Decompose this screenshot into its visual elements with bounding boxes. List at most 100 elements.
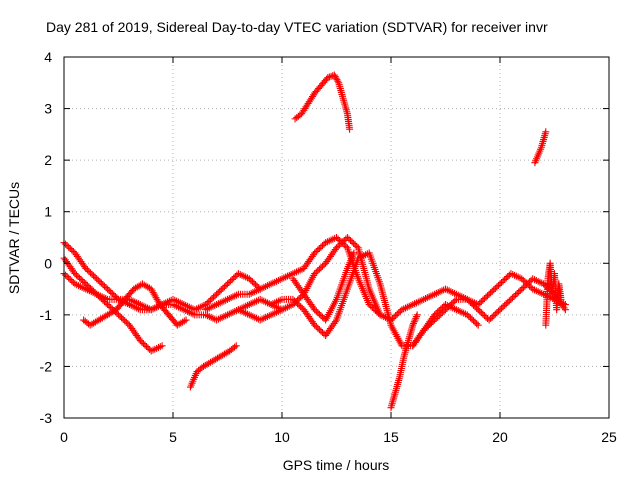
data-point-marker bbox=[72, 271, 80, 279]
data-point-marker bbox=[85, 267, 93, 275]
series-track-l bbox=[291, 71, 354, 133]
data-point-marker bbox=[490, 286, 498, 294]
data-point-marker bbox=[68, 277, 76, 285]
data-point-marker bbox=[208, 295, 216, 303]
data-point-marker bbox=[312, 268, 320, 276]
data-point-marker bbox=[62, 271, 70, 279]
x-axis-label: GPS time / hours bbox=[283, 457, 390, 473]
data-point-marker bbox=[247, 276, 255, 284]
data-point-marker bbox=[66, 275, 74, 283]
data-point-marker bbox=[493, 309, 501, 317]
series-track-b bbox=[60, 254, 166, 355]
data-point-marker bbox=[438, 303, 446, 311]
data-point-marker bbox=[214, 289, 222, 297]
data-point-marker bbox=[115, 311, 122, 319]
data-point-marker bbox=[505, 297, 513, 305]
data-point-marker bbox=[365, 301, 373, 309]
data-point-marker bbox=[334, 77, 342, 85]
data-point-marker bbox=[463, 311, 471, 319]
data-point-marker bbox=[342, 242, 350, 250]
data-point-marker bbox=[83, 266, 91, 274]
data-point-marker bbox=[228, 275, 236, 283]
data-points bbox=[60, 71, 569, 412]
data-point-marker bbox=[182, 316, 190, 324]
data-point-marker bbox=[312, 307, 320, 315]
data-point-marker bbox=[311, 321, 319, 329]
data-point-marker bbox=[501, 301, 509, 309]
data-point-marker bbox=[90, 272, 98, 280]
data-point-marker bbox=[318, 262, 326, 270]
data-point-marker bbox=[410, 319, 418, 327]
data-point-marker bbox=[99, 281, 107, 289]
data-point-marker bbox=[393, 310, 401, 318]
data-point-marker bbox=[487, 289, 495, 297]
data-point-marker bbox=[139, 340, 147, 348]
data-point-marker bbox=[158, 342, 166, 350]
data-point-marker bbox=[222, 281, 230, 289]
data-point-marker bbox=[518, 285, 526, 293]
data-point-marker bbox=[138, 338, 146, 346]
data-point-marker bbox=[219, 284, 227, 292]
data-point-marker bbox=[71, 270, 79, 278]
data-point-marker bbox=[324, 74, 332, 82]
data-point-marker bbox=[311, 306, 319, 314]
data-point-marker bbox=[557, 295, 565, 303]
data-point-marker bbox=[502, 274, 510, 282]
data-point-marker bbox=[496, 280, 504, 288]
data-point-marker bbox=[526, 278, 534, 286]
data-point-marker bbox=[334, 242, 342, 250]
data-point-marker bbox=[331, 318, 339, 326]
data-point-marker bbox=[491, 284, 499, 292]
data-point-marker bbox=[144, 344, 152, 352]
data-point-marker bbox=[82, 264, 90, 272]
data-point-marker bbox=[312, 247, 320, 255]
data-point-marker bbox=[508, 294, 516, 302]
x-tick-label: 25 bbox=[601, 429, 617, 445]
data-point-marker bbox=[333, 76, 341, 84]
data-point-marker bbox=[513, 289, 521, 297]
series-track-k bbox=[409, 301, 482, 350]
data-point-marker bbox=[353, 242, 361, 250]
data-point-marker bbox=[480, 295, 488, 303]
data-point-marker bbox=[77, 275, 85, 283]
x-tick-label: 20 bbox=[492, 429, 508, 445]
data-point-marker bbox=[334, 235, 342, 243]
data-point-marker bbox=[252, 281, 260, 289]
x-tick-label: 0 bbox=[60, 429, 68, 445]
data-point-marker bbox=[435, 306, 443, 314]
data-point-marker bbox=[346, 125, 354, 133]
data-point-marker bbox=[468, 315, 476, 323]
data-point-marker bbox=[76, 274, 84, 282]
data-point-marker bbox=[317, 243, 325, 251]
y-tick-label: 1 bbox=[44, 204, 52, 220]
data-point-marker bbox=[504, 298, 512, 306]
data-point-marker bbox=[318, 242, 326, 250]
data-point-marker bbox=[116, 312, 124, 320]
plot-frame bbox=[63, 56, 610, 419]
data-point-marker bbox=[292, 298, 300, 306]
series-track-m bbox=[531, 128, 550, 167]
grid bbox=[64, 57, 609, 418]
data-point-marker bbox=[289, 301, 297, 309]
data-point-marker bbox=[434, 308, 442, 316]
data-point-marker bbox=[491, 310, 499, 318]
data-point-marker bbox=[225, 278, 233, 286]
data-point-marker bbox=[516, 287, 524, 295]
data-point-marker bbox=[311, 249, 319, 257]
data-point-marker bbox=[409, 321, 417, 329]
data-point-marker bbox=[331, 73, 339, 81]
data-point-marker bbox=[465, 312, 473, 320]
data-point-marker bbox=[330, 71, 338, 79]
data-point-marker bbox=[480, 312, 488, 320]
data-point-marker bbox=[315, 265, 323, 273]
data-point-marker bbox=[498, 304, 506, 312]
y-tick-label: 2 bbox=[44, 152, 52, 168]
data-point-marker bbox=[411, 316, 419, 324]
data-point-marker bbox=[473, 304, 481, 312]
data-point-marker bbox=[542, 128, 550, 136]
data-point-marker bbox=[206, 296, 214, 304]
data-point-marker bbox=[231, 343, 239, 351]
data-point-marker bbox=[502, 300, 510, 308]
chart-title: Day 281 of 2019, Sidereal Day-to-day VTE… bbox=[46, 19, 548, 35]
